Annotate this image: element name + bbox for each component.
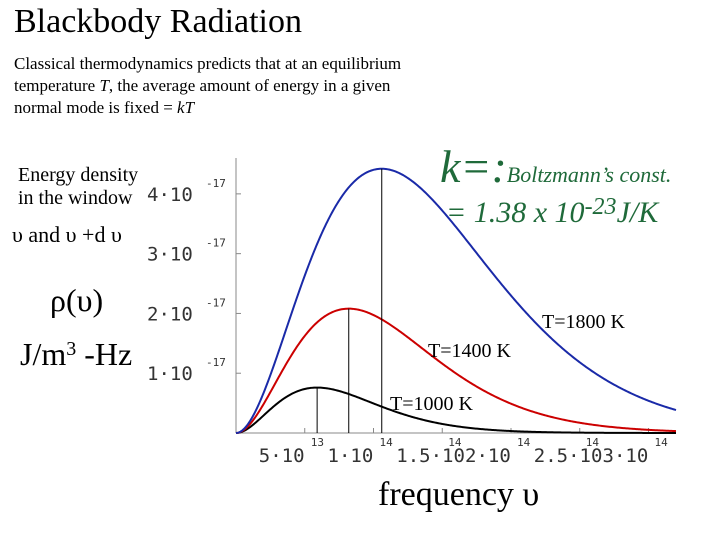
series-line-1800k (235, 167, 677, 434)
intro-part1: Classical thermodynamics predicts that a… (14, 54, 402, 95)
y-tick-exponent: -17 (206, 296, 226, 309)
x-tick-label: 1·10 (328, 445, 374, 467)
x-tick-exponent: 14 (448, 436, 462, 449)
y-tick-exponent: -17 (206, 237, 226, 250)
energy-density-label: Energy density in the window (18, 164, 138, 210)
x-tick-exponent: 13 (311, 436, 324, 449)
boltzmann-unit: J/K (616, 196, 659, 229)
intro-kT: kT (177, 98, 195, 117)
y-tick-exponent: -17 (206, 356, 226, 369)
intro-T: T (99, 76, 109, 95)
energy-density-line2: in the window (18, 187, 133, 209)
units-a: J/m (20, 336, 67, 372)
frequency-window-label: υ and υ +d υ (12, 222, 122, 247)
x-tick-label: 3·10 (603, 445, 649, 467)
intro-text: Classical thermodynamics predicts that a… (14, 53, 434, 119)
series-line-1000k (235, 386, 676, 434)
units-exp: 3 (66, 338, 77, 360)
units-b: -Hz (76, 336, 133, 372)
boltzmann-name: Boltzmann’s const. (506, 162, 672, 187)
slide-title: Blackbody Radiation (14, 3, 303, 40)
x-tick-exponent: 14 (655, 436, 669, 449)
x-axis-label: frequency υ (378, 476, 540, 513)
units-label: J/m3 -Hz (20, 336, 132, 373)
boltzmann-number: = 1.38 x 10 (446, 196, 585, 229)
series-line-1400k (235, 307, 677, 434)
y-tick-label: 1·10 (147, 363, 193, 385)
boltzmann-symbol: k=:Boltzmann’s const. (440, 142, 671, 200)
chart-axes: 5·10131·10141.5·10142·10142.5·10143·1014… (147, 158, 676, 467)
rho-label: ρ(υ) (50, 282, 104, 318)
boltzmann-k: k=: (440, 141, 507, 192)
x-tick-label: 5·10 (259, 445, 305, 467)
y-tick-label: 2·10 (147, 303, 193, 325)
x-tick-exponent: 14 (517, 436, 531, 449)
series-label-1400k: T=1400 K (428, 340, 511, 362)
intro-part2: , the average amount of energy in a give… (14, 76, 391, 117)
boltzmann-value: = 1.38 x 10-23J/K (446, 188, 658, 240)
energy-density-line1: Energy density (18, 164, 139, 186)
x-tick-label: 1.5·10 (396, 445, 465, 467)
y-tick-exponent: -17 (206, 177, 226, 190)
x-tick-exponent: 14 (586, 436, 600, 449)
boltzmann-exponent: -23 (584, 194, 617, 220)
chart-marks: T=1000 K T=1400 K T=1800 K (235, 167, 677, 434)
x-tick-exponent: 14 (380, 436, 394, 449)
x-tick-label: 2·10 (465, 445, 511, 467)
x-tick-label: 2.5·10 (534, 445, 603, 467)
series-label-1000k: T=1000 K (390, 393, 473, 415)
series-label-1800k: T=1800 K (542, 311, 625, 333)
y-tick-label: 4·10 (147, 184, 193, 206)
y-tick-label: 3·10 (147, 244, 193, 266)
